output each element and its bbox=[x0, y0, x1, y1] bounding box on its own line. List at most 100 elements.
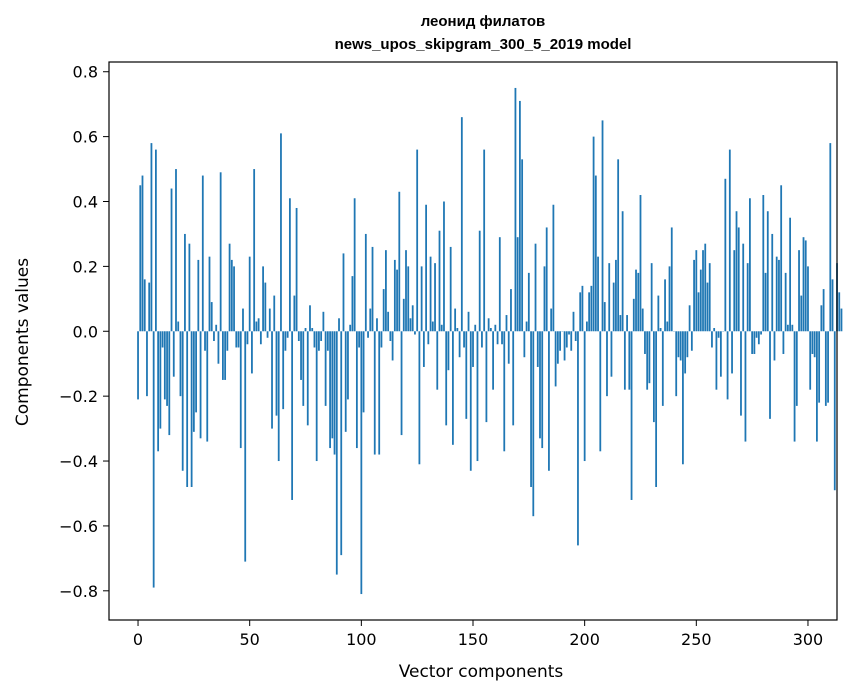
bar-217 bbox=[621, 211, 624, 332]
bar-10 bbox=[159, 331, 162, 429]
bar-163 bbox=[501, 331, 503, 345]
bar-140 bbox=[449, 246, 452, 332]
plot-frame bbox=[108, 61, 838, 621]
bar-59 bbox=[268, 308, 271, 332]
bar-111 bbox=[385, 250, 387, 332]
bar-96 bbox=[351, 276, 354, 332]
bar-127 bbox=[420, 266, 423, 332]
bar-9 bbox=[157, 331, 160, 452]
bar-173 bbox=[523, 331, 526, 358]
bar-234 bbox=[659, 328, 662, 332]
bar-215 bbox=[617, 159, 620, 332]
bar-177 bbox=[532, 331, 535, 517]
bar-276 bbox=[753, 331, 756, 354]
bar-2 bbox=[141, 175, 144, 332]
bar-188 bbox=[556, 331, 559, 364]
bar-150 bbox=[472, 331, 474, 367]
bar-212 bbox=[610, 331, 613, 377]
chart-subtitle: news_upos_skipgram_300_5_2019 model bbox=[335, 36, 632, 53]
bar-196 bbox=[574, 331, 577, 341]
bar-223 bbox=[635, 269, 637, 332]
bar-14 bbox=[168, 331, 171, 436]
bar-88 bbox=[333, 331, 336, 455]
bar-113 bbox=[389, 331, 392, 341]
bar-65 bbox=[282, 331, 285, 410]
bar-135 bbox=[438, 230, 441, 332]
bar-270 bbox=[740, 331, 742, 416]
bar-76 bbox=[306, 331, 309, 426]
bar-152 bbox=[476, 331, 479, 462]
bar-100 bbox=[360, 331, 363, 595]
bar-271 bbox=[742, 243, 745, 332]
bar-210 bbox=[606, 331, 608, 397]
bar-56 bbox=[262, 266, 264, 332]
bar-233 bbox=[657, 295, 660, 332]
bar-242 bbox=[677, 331, 680, 358]
bar-273 bbox=[746, 263, 749, 332]
x-tick-label: 250 bbox=[681, 630, 712, 649]
bar-71 bbox=[295, 207, 298, 332]
bar-18 bbox=[177, 321, 180, 332]
bar-291 bbox=[786, 324, 789, 332]
bar-257 bbox=[711, 331, 713, 348]
bar-15 bbox=[170, 188, 173, 332]
bar-236 bbox=[664, 279, 666, 332]
bar-174 bbox=[525, 321, 528, 332]
bar-179 bbox=[536, 331, 539, 367]
bar-29 bbox=[201, 175, 204, 332]
bar-79 bbox=[313, 331, 316, 348]
bar-72 bbox=[297, 331, 300, 341]
x-tick-label: 150 bbox=[458, 630, 489, 649]
bar-62 bbox=[275, 331, 278, 416]
bar-17 bbox=[175, 169, 177, 332]
bar-66 bbox=[284, 331, 287, 351]
bar-147 bbox=[465, 331, 468, 419]
bar-156 bbox=[485, 331, 488, 423]
bar-266 bbox=[731, 331, 733, 374]
bar-252 bbox=[699, 269, 702, 332]
bar-204 bbox=[592, 136, 595, 332]
bar-175 bbox=[527, 272, 530, 332]
x-tick-label: 100 bbox=[346, 630, 377, 649]
bar-315 bbox=[840, 308, 843, 332]
bar-306 bbox=[820, 305, 823, 332]
bar-256 bbox=[708, 263, 711, 332]
bar-106 bbox=[373, 331, 376, 455]
bar-43 bbox=[233, 266, 235, 332]
x-tick-label: 50 bbox=[240, 630, 260, 649]
bar-206 bbox=[597, 256, 599, 332]
bar-13 bbox=[166, 331, 168, 406]
bar-89 bbox=[335, 331, 338, 575]
bar-46 bbox=[239, 331, 242, 449]
bar-309 bbox=[827, 331, 829, 403]
bar-39 bbox=[224, 331, 227, 380]
bar-170 bbox=[516, 237, 519, 332]
x-tick-label: 200 bbox=[569, 630, 600, 649]
bar-33 bbox=[210, 302, 213, 332]
bar-237 bbox=[666, 321, 669, 332]
bar-28 bbox=[199, 331, 202, 439]
bar-194 bbox=[570, 331, 573, 351]
bar-120 bbox=[405, 250, 407, 332]
bar-27 bbox=[197, 259, 200, 332]
bar-157 bbox=[487, 318, 490, 332]
bar-104 bbox=[369, 308, 372, 332]
bar-64 bbox=[280, 133, 282, 332]
bar-142 bbox=[454, 308, 457, 332]
bar-168 bbox=[512, 331, 515, 426]
bar-32 bbox=[208, 256, 211, 332]
bar-180 bbox=[539, 331, 541, 439]
bar-202 bbox=[588, 292, 591, 332]
bar-247 bbox=[688, 305, 691, 332]
bar-277 bbox=[755, 331, 758, 338]
bar-282 bbox=[766, 211, 769, 332]
bar-24 bbox=[190, 331, 193, 487]
y-tick-label: 0.0 bbox=[73, 322, 98, 341]
bar-191 bbox=[563, 331, 566, 361]
bar-109 bbox=[380, 331, 383, 348]
bar-41 bbox=[228, 243, 231, 332]
bar-164 bbox=[503, 331, 506, 452]
bar-35 bbox=[215, 324, 218, 332]
bar-153 bbox=[478, 230, 481, 332]
bar-218 bbox=[623, 331, 626, 390]
